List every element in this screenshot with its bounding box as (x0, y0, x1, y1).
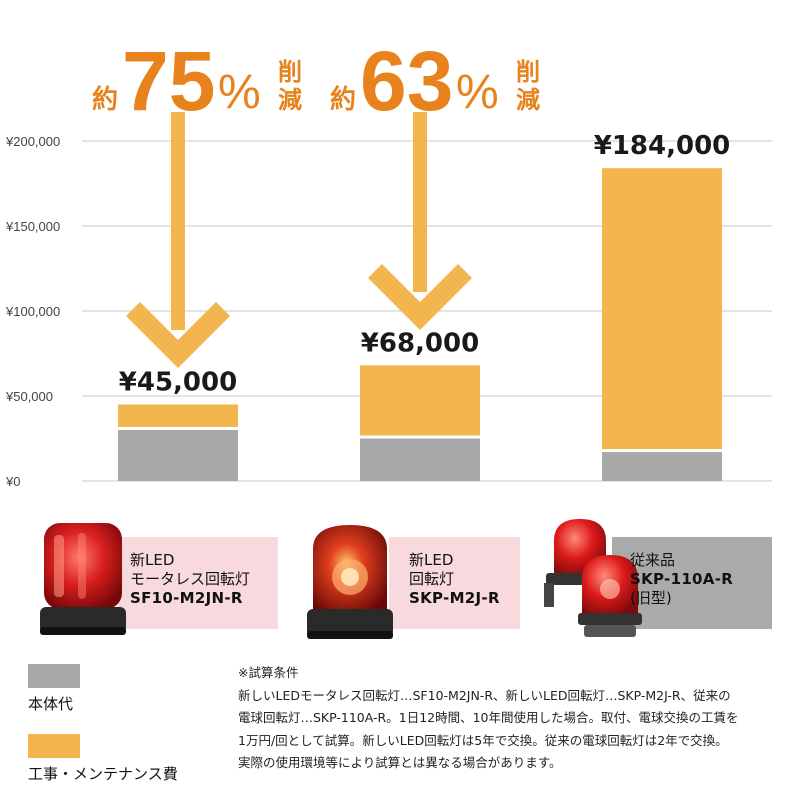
total-value-label: ¥184,000 (594, 131, 731, 161)
notes-line: 電球回転灯…SKP-110A-R。1日12時間、10年間使用した場合。取付、電球… (238, 710, 739, 725)
bar-segment-maintenance-cost (118, 404, 238, 427)
led-rotating-light-icon (307, 525, 393, 639)
card-background (389, 537, 520, 629)
product-model: SKP-110A-R (630, 570, 734, 588)
product-line: 従来品 (630, 551, 676, 569)
label-layer: ¥45,000 ¥68,000 ¥184,000 (119, 131, 730, 397)
reduction-percent: % (456, 66, 499, 119)
reduction-percent: % (218, 66, 261, 119)
arrow-head (126, 302, 230, 368)
product-model: SKP-M2J-R (409, 589, 500, 607)
reduction-suffix-char: 減 (516, 86, 540, 114)
legend-label-body-cost: 本体代 (28, 695, 74, 713)
reduction-suffix-char: 削 (516, 58, 540, 86)
reduction-number: 75 (122, 34, 215, 128)
bar-segment-maintenance-cost (360, 365, 480, 436)
product-line: 回転灯 (409, 570, 455, 588)
product-label: 新LED モータレス回転灯 SF10-M2JN-R (130, 551, 250, 608)
reduction-prefix: 約 (92, 84, 118, 115)
bar-layer (118, 168, 722, 481)
notes-line: 実際の使用環境等により試算とは異なる場合があります。 (238, 755, 562, 770)
cost-comparison-chart: ¥0 ¥50,000 ¥100,000 ¥150,000 ¥200,000 ¥45,00… (5, 34, 772, 489)
bar-segment-body-cost (360, 438, 480, 481)
arrow-head (368, 264, 472, 330)
product-model: SF10-M2JN-R (130, 589, 243, 607)
product-card-sf10: 新LED モータレス回転灯 SF10-M2JN-R (38, 515, 278, 635)
product-line: 新LED (409, 551, 454, 569)
reduction-headline: 約 63% 削減 (330, 34, 540, 128)
y-tick-label: ¥150,000 (5, 219, 60, 234)
legend-label-maintenance-cost: 工事・メンテナンス費 (28, 765, 178, 783)
reduction-prefix: 約 (330, 84, 356, 115)
bar-segment-body-cost (118, 430, 238, 481)
product-card-skp-110a: 従来品 SKP-110A-R (旧型) (540, 515, 772, 637)
notes-line: 1万円/回として試算。新しいLED回転灯は5年で交換。従来の電球回転灯は2年で交… (238, 732, 728, 748)
arrow-layer (126, 112, 472, 368)
y-tick-label: ¥200,000 (5, 134, 60, 149)
product-sub: (旧型) (630, 589, 672, 607)
reduction-headline: 約 75% 削減 (92, 34, 302, 128)
reduction-suffix-char: 減 (278, 86, 302, 114)
reduction-number: 63 (360, 34, 453, 128)
bulb-rotating-light-icon (544, 519, 642, 637)
reduction-layer: 約 75% 削減約 63% 削減 (92, 34, 540, 128)
legend-swatch-maintenance-cost (28, 734, 80, 758)
y-tick-label: ¥100,000 (5, 304, 60, 319)
arrow-shaft (171, 112, 185, 330)
product-label: 従来品 SKP-110A-R (旧型) (630, 551, 733, 608)
product-line: モータレス回転灯 (130, 570, 251, 588)
calculation-notes: ※試算条件 新しいLEDモータレス回転灯…SF10-M2JN-R、新しいLED回… (238, 662, 794, 775)
reduction-suffix-char: 削 (278, 58, 302, 86)
notes-title: ※試算条件 (238, 665, 299, 680)
product-line: 新LED (130, 551, 175, 569)
bar-segment-maintenance-cost (602, 168, 722, 450)
bar-segment-body-cost (602, 452, 722, 481)
y-tick-label: ¥0 (5, 474, 20, 489)
y-tick-label: ¥50,000 (5, 389, 53, 404)
notes-line: 新しいLEDモータレス回転灯…SF10-M2JN-R、新しいLED回転灯…SKP… (238, 687, 731, 703)
card-background (118, 537, 278, 629)
total-value-label: ¥45,000 (119, 368, 237, 398)
arrow-shaft (413, 112, 427, 292)
led-rotating-light-icon (40, 523, 126, 635)
total-value-label: ¥68,000 (361, 328, 479, 358)
product-card-skp-m2j: 新LED 回転灯 SKP-M2J-R (305, 515, 520, 639)
legend-swatch-body-cost (28, 664, 80, 688)
product-label: 新LED 回転灯 SKP-M2J-R (409, 551, 500, 608)
